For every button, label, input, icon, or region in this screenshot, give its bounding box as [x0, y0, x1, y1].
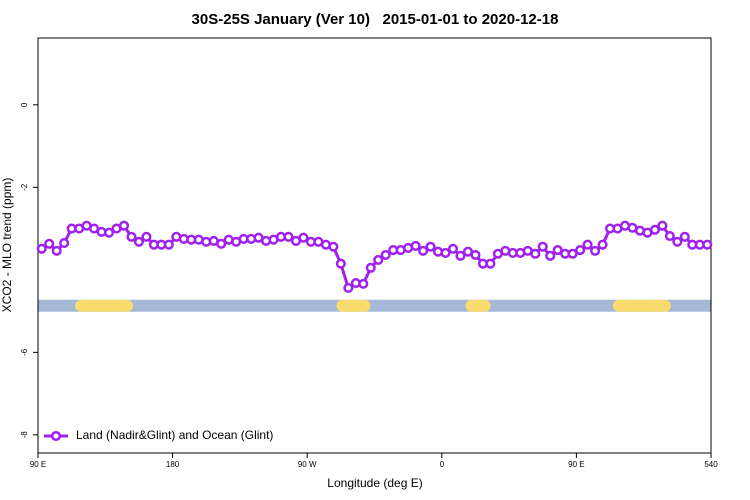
x-tick-label: 90 E	[568, 460, 584, 469]
x-axis-label: Longitude (deg E)	[327, 476, 422, 490]
data-point	[418, 245, 429, 256]
data-point	[425, 241, 436, 252]
data-point	[133, 236, 144, 247]
y-tick-label: 0	[20, 102, 29, 107]
data-point	[283, 231, 294, 242]
data-point	[118, 220, 130, 231]
data-point	[380, 249, 391, 261]
data-point	[530, 248, 541, 259]
x-tick-label: 180	[166, 460, 180, 469]
data-point	[51, 245, 62, 256]
x-tick-label: 90 W	[298, 460, 317, 469]
data-point	[545, 250, 556, 261]
legend-label: Land (Nadir&Glint) and Ocean (Glint)	[76, 428, 273, 442]
data-point	[358, 278, 369, 289]
data-point	[702, 239, 713, 250]
data-point	[582, 239, 593, 250]
data-point	[470, 249, 481, 261]
data-point	[649, 224, 660, 235]
x-tick-label: 90 E	[30, 460, 46, 469]
data-point	[455, 250, 466, 261]
data-point	[410, 240, 421, 251]
data-point	[552, 244, 563, 256]
data-point	[216, 238, 227, 249]
data-point	[298, 232, 309, 243]
data-point	[679, 231, 690, 242]
data-point	[365, 262, 376, 273]
data-point	[664, 230, 675, 242]
data-point	[567, 248, 578, 259]
chart-title: 30S-25S January (Ver 10) 2015-01-01 to 2…	[192, 11, 559, 28]
land-segment	[336, 299, 371, 312]
data-point	[575, 244, 586, 256]
data-point	[657, 220, 668, 231]
data-point	[373, 254, 384, 265]
legend-marker	[50, 430, 62, 442]
land-segment	[612, 299, 671, 312]
x-tick-label: 540	[704, 460, 718, 469]
data-point	[672, 236, 683, 247]
data-point	[335, 258, 346, 269]
data-point	[59, 237, 70, 249]
data-point	[590, 245, 601, 256]
data-point	[597, 239, 608, 250]
data-point	[44, 238, 55, 249]
y-tick-label: -6	[20, 348, 29, 356]
x-tick-label: 0	[440, 460, 445, 469]
data-point	[36, 243, 47, 254]
y-axis-label: XCO2 - MLO trend (ppm)	[0, 178, 14, 313]
data-point	[163, 239, 174, 250]
y-tick-label: -2	[20, 183, 29, 191]
land-segment	[75, 299, 134, 312]
data-point	[141, 231, 152, 242]
data-point	[103, 227, 115, 238]
data-point	[485, 258, 496, 269]
data-point	[328, 241, 339, 252]
data-point	[447, 243, 459, 254]
data-point	[537, 241, 548, 252]
data-point	[343, 282, 354, 294]
data-point	[440, 247, 451, 258]
y-tick-label: -8	[20, 431, 29, 439]
land-segment	[465, 299, 491, 312]
data-point	[126, 231, 137, 242]
